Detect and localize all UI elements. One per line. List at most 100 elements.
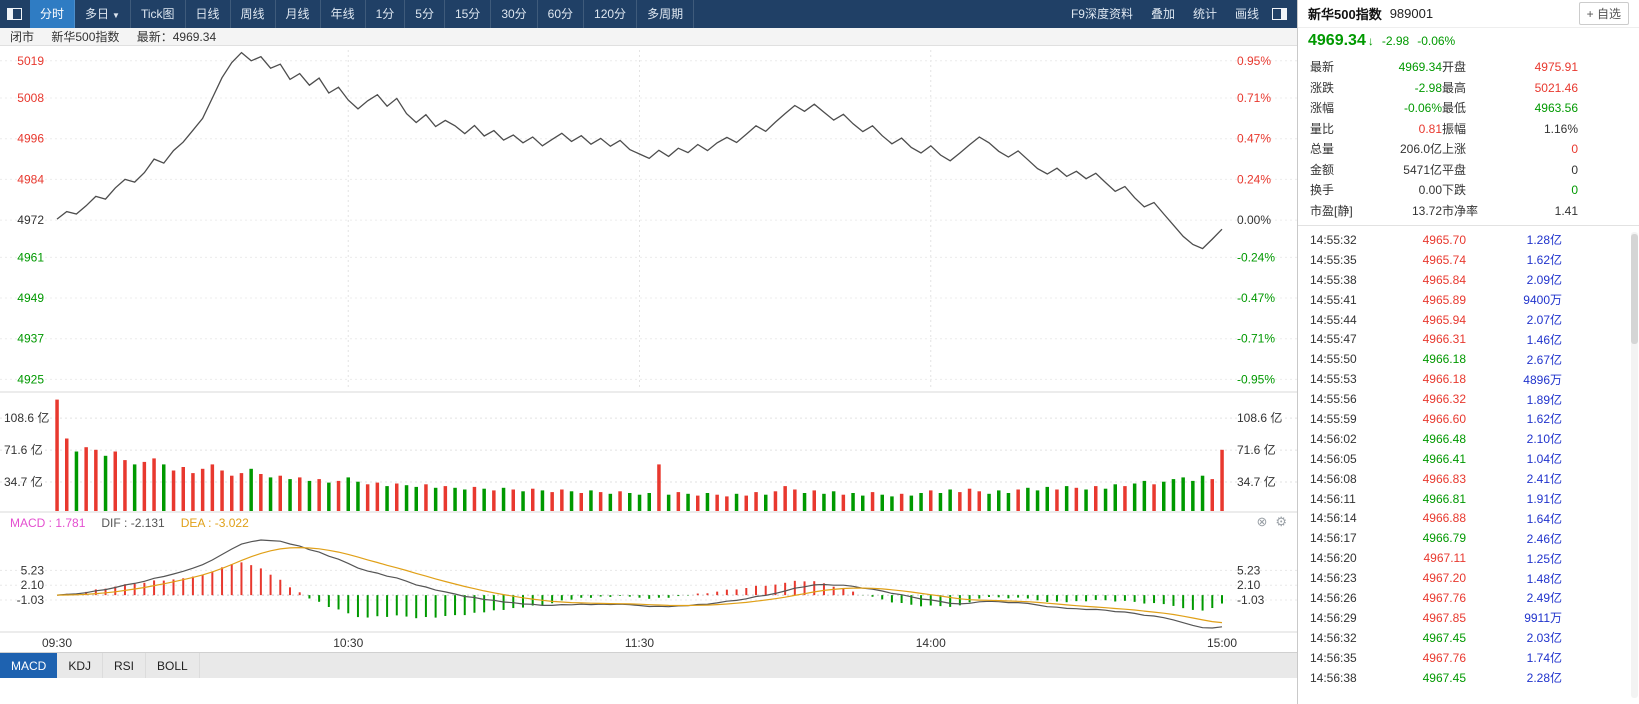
tick-amount: 1.46亿 <box>1526 332 1562 347</box>
index-code: 989001 <box>1389 6 1434 21</box>
tab-60min[interactable]: 60分 <box>538 0 585 28</box>
tick-amount: 2.07亿 <box>1526 313 1562 327</box>
tab-yearly[interactable]: 年线 <box>321 0 366 28</box>
chart-canvas[interactable]: 5019 0.95% 5008 0.71% 4996 0.47% 4984 0.24% 4972… <box>0 46 1297 652</box>
svg-text:5.23: 5.23 <box>21 563 45 577</box>
quote-label: 涨跌 <box>1310 80 1335 95</box>
period-tabs: 分时 多日 ▼ Tick图 日线 周线 月线 年线 1分 5分 15分 30分 60分 120分 多周期 <box>30 0 695 28</box>
svg-text:0.71%: 0.71% <box>1237 91 1271 105</box>
svg-text:0.00%: 0.00% <box>1237 213 1271 227</box>
tick-time: 14:55:56 <box>1310 392 1357 407</box>
tab-tick[interactable]: Tick图 <box>131 0 186 28</box>
quote-label: 最新 <box>1310 60 1335 74</box>
macd-header: MACD : 1.781 DIF : -2.131 DEA : -3.022 <box>10 516 249 530</box>
last-price-row: 4969.34 ↓ -2.98 -0.06% <box>1298 28 1639 54</box>
tick-price: 4966.48 <box>1422 431 1466 446</box>
overlay-button[interactable]: 叠加 <box>1150 7 1175 21</box>
quote-value: 0 <box>1571 183 1578 197</box>
tab-15min[interactable]: 15分 <box>445 0 492 28</box>
svg-text:2.10: 2.10 <box>21 578 45 592</box>
quote-label: 最低 <box>1442 101 1467 115</box>
tab-weekly[interactable]: 周线 <box>231 0 276 28</box>
svg-text:108.6 亿: 108.6 亿 <box>4 410 49 425</box>
indicator-close-icon[interactable]: ⊗ <box>1256 514 1268 529</box>
statistics-button[interactable]: 统计 <box>1192 7 1217 21</box>
tab-monthly[interactable]: 月线 <box>276 0 321 28</box>
index-name: 新华500指数 <box>1308 7 1382 22</box>
tick-amount: 1.62亿 <box>1526 253 1562 268</box>
quote-value: 0 <box>1571 162 1578 177</box>
dea-value: DEA : -3.022 <box>180 516 249 530</box>
tab-30min[interactable]: 30分 <box>491 0 538 28</box>
quote-panel: 新华500指数 989001 + 自选 4969.34 ↓ -2.98 -0.0… <box>1297 0 1639 704</box>
svg-text:-0.47%: -0.47% <box>1237 291 1275 305</box>
quote-value: 4975.91 <box>1534 60 1578 74</box>
quote-value: 0.81 <box>1418 121 1442 136</box>
tick-price: 4967.20 <box>1422 571 1466 586</box>
quote-label: 涨幅 <box>1310 101 1335 115</box>
tick-row: 14:56:05 4966.41 1.04亿 <box>1298 449 1639 469</box>
tick-row: 14:55:56 4966.32 1.89亿 <box>1298 389 1639 409</box>
chart-area: 分时 多日 ▼ Tick图 日线 周线 月线 年线 1分 5分 15分 30分 60分 120分 多周期 F… <box>0 0 1297 704</box>
quote-value: -0.06% <box>1403 101 1442 115</box>
quote-value: 0 <box>1571 142 1578 156</box>
caret-down-icon: ▼ <box>112 11 120 20</box>
tick-row: 14:55:50 4966.18 2.67亿 <box>1298 349 1639 369</box>
svg-text:-1.03: -1.03 <box>17 593 45 607</box>
tick-amount: 1.64亿 <box>1526 511 1562 526</box>
quote-value: 5021.46 <box>1534 80 1578 95</box>
bottom-filler <box>0 678 1297 704</box>
tick-price: 4967.76 <box>1422 590 1466 605</box>
tick-price: 4966.81 <box>1422 491 1466 506</box>
layout-icon[interactable] <box>7 8 22 20</box>
indicator-tab-boll[interactable]: BOLL <box>146 652 200 679</box>
quote-label: 开盘 <box>1442 60 1467 74</box>
tick-time: 14:55:47 <box>1310 332 1357 347</box>
tick-price: 4967.85 <box>1422 610 1466 625</box>
indicator-tab-kdj[interactable]: KDJ <box>57 652 104 679</box>
quote-label: 市盈[静] <box>1310 203 1353 218</box>
tick-time: 14:55:44 <box>1310 312 1357 327</box>
indicator-settings-icon[interactable]: ⚙ <box>1275 514 1287 529</box>
tab-daily[interactable]: 日线 <box>186 0 231 28</box>
tick-scrollbar[interactable] <box>1631 232 1638 698</box>
svg-text:5.23: 5.23 <box>1237 563 1261 577</box>
tab-multiperiod[interactable]: 多周期 <box>637 0 695 28</box>
tick-time: 14:56:11 <box>1310 491 1356 506</box>
indicator-tab-rsi[interactable]: RSI <box>103 652 147 679</box>
tick-list[interactable]: 14:55:32 4965.70 1.28亿 14:55:35 4965.74 1.62亿… <box>1298 226 1639 704</box>
tick-price: 4967.45 <box>1422 630 1466 645</box>
tick-amount: 1.48亿 <box>1526 571 1562 586</box>
add-watchlist-button[interactable]: + 自选 <box>1578 2 1629 25</box>
svg-text:4996: 4996 <box>17 132 44 146</box>
svg-text:71.6 亿: 71.6 亿 <box>4 442 43 457</box>
svg-text:5019: 5019 <box>17 54 44 68</box>
svg-text:-0.95%: -0.95% <box>1237 372 1275 386</box>
panel-toggle-icon[interactable] <box>1272 8 1287 20</box>
svg-text:-1.03: -1.03 <box>1237 593 1265 607</box>
tab-5min[interactable]: 5分 <box>405 0 445 28</box>
tick-amount: 2.67亿 <box>1526 352 1562 367</box>
indicator-tab-macd[interactable]: MACD <box>0 652 58 679</box>
tick-amount: 2.28亿 <box>1526 671 1562 686</box>
quote-label: 总量 <box>1310 142 1335 156</box>
tick-row: 14:55:44 4965.94 2.07亿 <box>1298 310 1639 330</box>
svg-text:10:30: 10:30 <box>333 636 363 650</box>
svg-text:5008: 5008 <box>17 91 44 105</box>
tab-1min[interactable]: 1分 <box>366 0 406 28</box>
tick-time: 14:56:32 <box>1310 630 1357 645</box>
tick-row: 14:56:38 4967.45 2.28亿 <box>1298 668 1639 688</box>
f9-depth-info-button[interactable]: F9深度资料 <box>1070 7 1133 21</box>
tick-amount: 2.41亿 <box>1526 472 1562 487</box>
intraday-chart[interactable]: 5019 0.95% 5008 0.71% 4996 0.47% 4984 0.24% 4972… <box>0 46 1297 652</box>
quote-value: 206.0亿 <box>1399 142 1442 156</box>
down-arrow-icon: ↓ <box>1367 34 1374 48</box>
tab-120min[interactable]: 120分 <box>584 0 638 28</box>
quote-value: 13.72 <box>1411 203 1442 218</box>
tick-time: 14:55:41 <box>1310 292 1357 307</box>
scrollbar-thumb[interactable] <box>1631 234 1638 344</box>
tick-time: 14:56:38 <box>1310 670 1357 685</box>
draw-line-button[interactable]: 画线 <box>1234 7 1259 21</box>
tab-intraday[interactable]: 分时 <box>30 0 76 28</box>
tab-multiday[interactable]: 多日 ▼ <box>75 0 131 28</box>
